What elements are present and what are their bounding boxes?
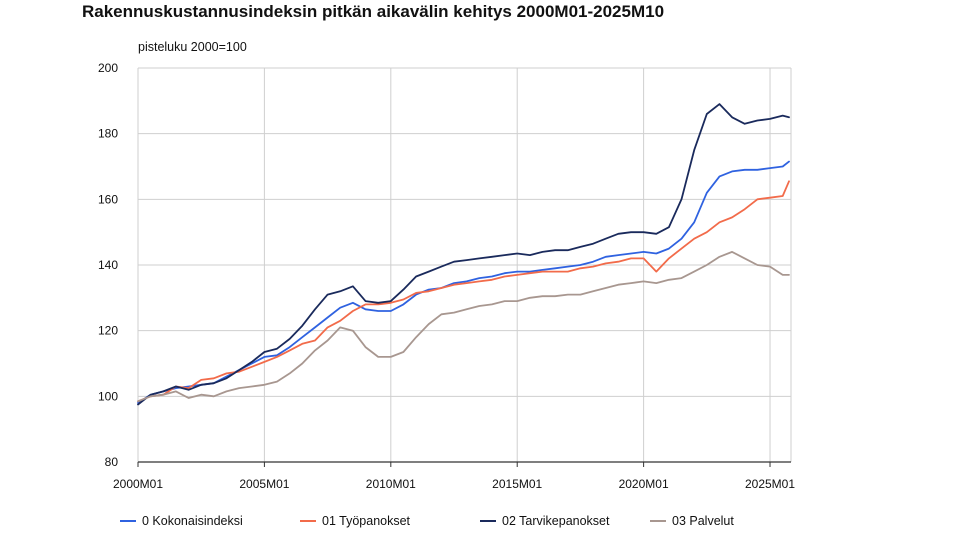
chart-title: Rakennuskustannusindeksin pitkän aikaväl… — [82, 2, 665, 21]
x-tick-label: 2020M01 — [619, 477, 669, 491]
legend-item: 02 Tarvikepanokset — [480, 514, 609, 528]
series-line-2 — [137, 180, 790, 403]
y-tick-label: 160 — [98, 192, 118, 206]
tick-labels: 80 100 120 140 160 180 200 2000M01 2005M01 2010M0… — [98, 61, 795, 491]
y-tick-label: 80 — [105, 455, 119, 469]
legend-swatch — [300, 520, 316, 522]
series-line-1 — [137, 160, 790, 404]
y-tick-label: 120 — [98, 324, 118, 338]
y-tick-label: 140 — [98, 258, 118, 272]
legend-swatch — [480, 520, 496, 522]
series-lines — [137, 103, 790, 406]
legend-item: 0 Kokonaisindeksi — [120, 514, 243, 528]
legend-swatch — [120, 520, 136, 522]
x-tick-label: 2005M01 — [239, 477, 289, 491]
legend-label: 0 Kokonaisindeksi — [142, 514, 243, 528]
x-tick-label: 2025M01 — [745, 477, 795, 491]
legend-item: 03 Palvelut — [650, 514, 734, 528]
legend-item: 01 Työpanokset — [300, 514, 410, 528]
gridlines — [137, 67, 792, 463]
legend-label: 02 Tarvikepanokset — [502, 514, 610, 528]
legend-label: 01 Työpanokset — [322, 514, 411, 528]
y-axis-label: pisteluku 2000=100 — [138, 40, 247, 54]
axes — [137, 461, 791, 467]
y-tick-label: 100 — [98, 389, 118, 403]
x-tick-label: 2015M01 — [492, 477, 542, 491]
legend-swatch — [650, 520, 666, 522]
legend-label: 03 Palvelut — [672, 514, 734, 528]
y-tick-label: 180 — [98, 127, 118, 141]
legend: 0 Kokonaisindeksi 01 Työpanokset 02 Tarvik… — [120, 514, 820, 534]
series-line-3 — [137, 103, 790, 406]
series-line-4 — [137, 250, 790, 403]
x-tick-label: 2000M01 — [113, 477, 163, 491]
y-tick-label: 200 — [98, 61, 118, 75]
x-tick-label: 2010M01 — [366, 477, 416, 491]
